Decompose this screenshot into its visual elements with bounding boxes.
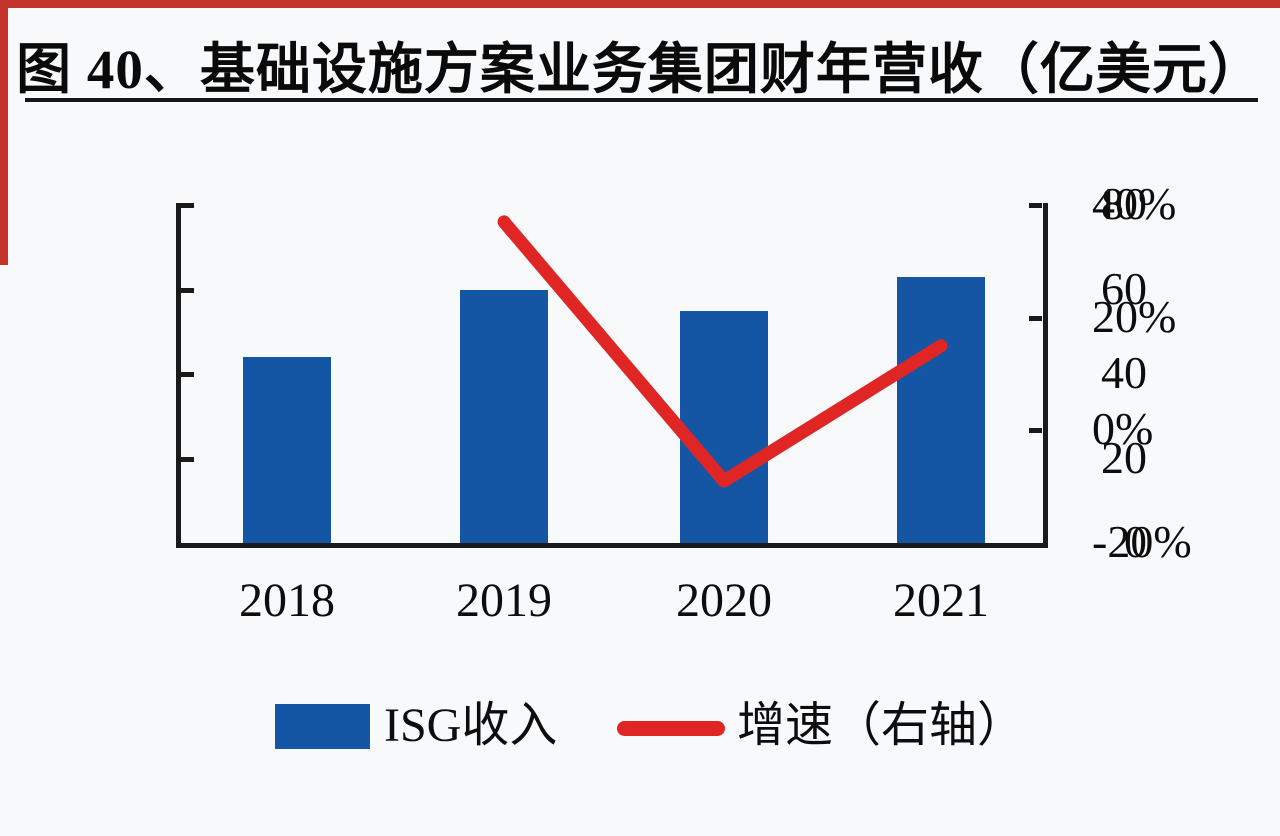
right-axis-line — [1043, 203, 1048, 548]
right-axis-tick-label: 0% — [1092, 403, 1154, 455]
left-axis-tick-label: 80 — [1101, 178, 1147, 230]
right-axis-tick-label: 40% — [1092, 178, 1177, 230]
left-axis-line — [176, 203, 181, 548]
x-axis-label-2020: 2020 — [676, 574, 772, 627]
bar-2020 — [680, 310, 768, 543]
bar-2021 — [897, 276, 985, 543]
right-axis-tick — [1029, 428, 1042, 434]
x-axis-label-2019: 2019 — [456, 574, 552, 627]
red-border-left — [0, 0, 8, 265]
bar-2019 — [460, 289, 548, 543]
left-axis-tick-label: 20 — [1101, 431, 1147, 483]
right-axis-tick-label: -20% — [1092, 516, 1192, 568]
legend-line-label: 增速（右轴） — [737, 699, 1026, 753]
left-axis-tick — [181, 456, 194, 462]
red-border-top — [0, 0, 1280, 8]
legend-bar-swatch — [275, 704, 370, 749]
left-axis-tick — [181, 203, 194, 208]
right-axis-tick — [1029, 315, 1042, 321]
right-axis-tick — [1029, 203, 1042, 208]
left-axis-tick — [181, 372, 194, 377]
x-axis-label-2018: 2018 — [239, 574, 335, 627]
legend-line-swatch — [617, 721, 725, 736]
left-axis-tick-label: 40 — [1101, 347, 1147, 399]
x-axis-label-2021: 2021 — [893, 574, 989, 627]
right-axis-tick-label: 20% — [1092, 290, 1177, 342]
left-axis-tick-label: 60 — [1101, 262, 1147, 314]
title-underline — [25, 98, 1258, 102]
left-axis-tick-label: 0 — [1124, 516, 1147, 568]
legend-bar-label: ISG收入 — [384, 699, 558, 753]
x-axis-line — [176, 543, 1048, 548]
chart-title: 图 40、基础设施方案业务集团财年营收（亿美元） — [16, 39, 1264, 100]
left-axis-tick — [181, 287, 194, 293]
bar-2018 — [243, 357, 331, 543]
